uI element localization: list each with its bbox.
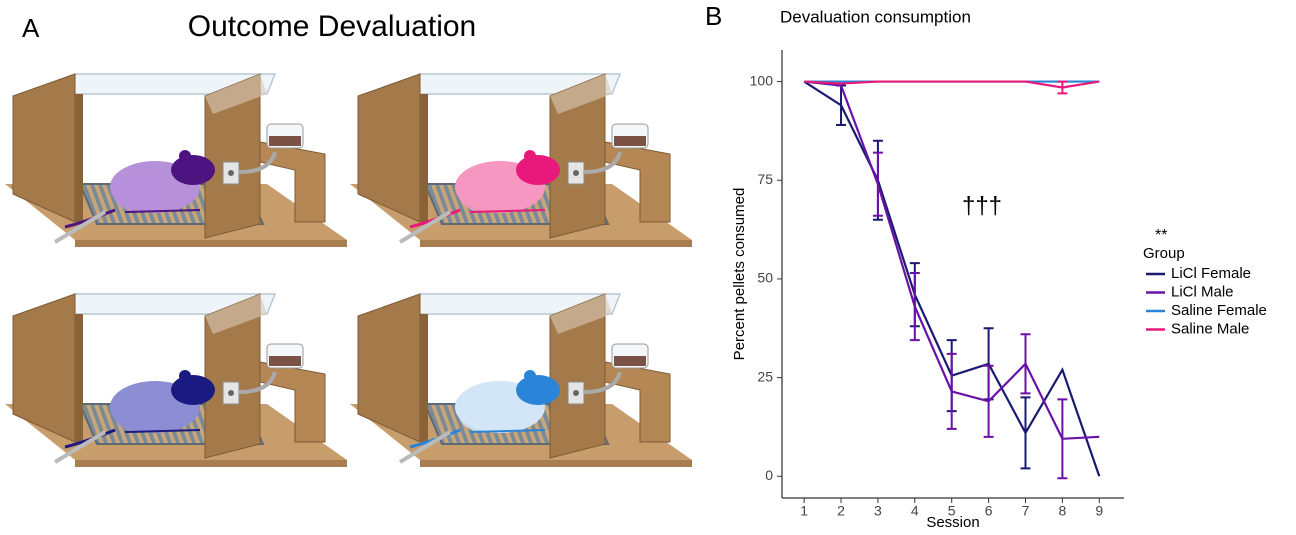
x-tick-label: 4 [911, 503, 919, 519]
chart-title: Devaluation consumption [780, 7, 971, 26]
error-bar [1057, 398, 1068, 480]
error-bar [836, 84, 847, 126]
x-tick-label: 2 [837, 503, 845, 519]
panel-label: A [22, 13, 40, 43]
error-bar [909, 272, 920, 342]
x-tick-label: 8 [1058, 503, 1066, 519]
legend-label: Saline Male [1171, 320, 1249, 337]
x-tick-label: 6 [985, 503, 993, 519]
x-axis-title: Session [926, 514, 979, 530]
y-tick-label: 75 [757, 171, 773, 187]
panel-label: B [705, 1, 722, 31]
legend-label: LiCl Male [1171, 283, 1234, 300]
illustration-title: Outcome Devaluation [188, 10, 477, 43]
y-tick-label: 0 [765, 467, 773, 483]
error-bar [1020, 396, 1031, 470]
x-tick-label: 3 [874, 503, 882, 519]
cage-illustration [5, 294, 347, 467]
x-tick-label: 5 [948, 503, 956, 519]
series-line [804, 80, 1100, 89]
y-tick-label: 25 [757, 368, 773, 384]
error-bar [983, 364, 994, 438]
cage-illustration [5, 74, 347, 247]
y-axis-title: Percent pellets consumed [731, 188, 748, 361]
cage-illustration [350, 294, 692, 467]
legend-label: Saline Female [1171, 302, 1267, 319]
y-tick-label: 50 [757, 270, 773, 286]
error-bar [1057, 80, 1068, 95]
x-tick-label: 1 [800, 503, 808, 519]
error-bar [946, 352, 957, 430]
annotation: ** [1155, 227, 1167, 244]
error-bar [1020, 333, 1031, 395]
y-tick-label: 100 [750, 72, 774, 88]
x-tick-label: 9 [1095, 503, 1103, 519]
error-bar [872, 151, 883, 217]
legend-title: Group [1143, 245, 1185, 262]
x-tick-label: 7 [1022, 503, 1030, 519]
legend-label: LiCl Female [1171, 265, 1251, 282]
annotation: ††† [962, 192, 1002, 219]
cage-illustration [350, 74, 692, 247]
